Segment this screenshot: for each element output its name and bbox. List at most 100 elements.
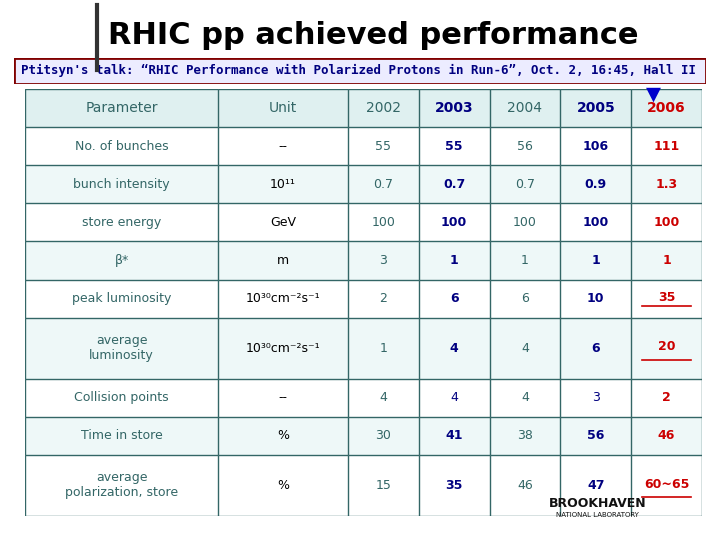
Text: 2002: 2002: [366, 101, 401, 115]
FancyBboxPatch shape: [560, 165, 631, 204]
Text: 4: 4: [521, 342, 529, 355]
Text: No. of bunches: No. of bunches: [75, 140, 168, 153]
Text: 2005: 2005: [577, 101, 615, 115]
FancyBboxPatch shape: [419, 204, 490, 241]
FancyBboxPatch shape: [560, 241, 631, 280]
Text: 100: 100: [513, 216, 537, 229]
FancyBboxPatch shape: [218, 241, 348, 280]
Text: 1: 1: [521, 254, 529, 267]
Text: 1: 1: [662, 254, 671, 267]
Text: 10³⁰cm⁻²s⁻¹: 10³⁰cm⁻²s⁻¹: [246, 342, 320, 355]
FancyBboxPatch shape: [490, 455, 560, 516]
Text: 35: 35: [658, 291, 675, 305]
Text: 10¹¹: 10¹¹: [270, 178, 296, 191]
FancyBboxPatch shape: [631, 417, 702, 455]
FancyBboxPatch shape: [560, 455, 631, 516]
FancyBboxPatch shape: [560, 280, 631, 318]
FancyBboxPatch shape: [490, 417, 560, 455]
FancyBboxPatch shape: [631, 127, 702, 165]
Text: 1: 1: [591, 254, 600, 267]
FancyBboxPatch shape: [490, 89, 560, 127]
FancyBboxPatch shape: [560, 417, 631, 455]
FancyBboxPatch shape: [218, 417, 348, 455]
FancyBboxPatch shape: [419, 318, 490, 379]
FancyBboxPatch shape: [25, 417, 218, 455]
FancyBboxPatch shape: [218, 127, 348, 165]
FancyBboxPatch shape: [419, 241, 490, 280]
FancyBboxPatch shape: [419, 379, 490, 417]
Text: 38: 38: [517, 429, 533, 442]
FancyBboxPatch shape: [631, 204, 702, 241]
Text: 30: 30: [375, 429, 391, 442]
Text: --: --: [279, 391, 287, 404]
FancyBboxPatch shape: [25, 280, 218, 318]
FancyBboxPatch shape: [419, 417, 490, 455]
FancyBboxPatch shape: [560, 204, 631, 241]
Text: ▼: ▼: [647, 85, 661, 104]
Text: %: %: [277, 479, 289, 492]
FancyBboxPatch shape: [631, 280, 702, 318]
Text: peak luminosity: peak luminosity: [72, 292, 171, 305]
Text: 0.7: 0.7: [515, 178, 535, 191]
Text: Unit: Unit: [269, 101, 297, 115]
Text: Ptitsyn's talk: “RHIC Performance with Polarized Protons in Run-6”, Oct. 2, 16:4: Ptitsyn's talk: “RHIC Performance with P…: [22, 64, 696, 77]
Text: 15: 15: [375, 479, 391, 492]
Text: 100: 100: [372, 216, 395, 229]
Text: 2004: 2004: [508, 101, 542, 115]
Text: Time in store: Time in store: [81, 429, 163, 442]
FancyBboxPatch shape: [490, 204, 560, 241]
Text: 100: 100: [441, 216, 467, 229]
FancyBboxPatch shape: [419, 127, 490, 165]
FancyBboxPatch shape: [348, 127, 419, 165]
Text: 56: 56: [517, 140, 533, 153]
Text: 0.9: 0.9: [585, 178, 607, 191]
FancyBboxPatch shape: [490, 379, 560, 417]
Text: 4: 4: [379, 391, 387, 404]
Text: 20: 20: [658, 340, 675, 353]
Text: 4: 4: [521, 391, 529, 404]
Text: 35: 35: [446, 479, 463, 492]
Text: 20: 20: [0, 539, 1, 540]
Text: average
polarization, store: average polarization, store: [65, 471, 178, 499]
Text: 0.7: 0.7: [443, 178, 465, 191]
Text: 100: 100: [654, 216, 680, 229]
FancyBboxPatch shape: [631, 318, 702, 379]
FancyBboxPatch shape: [631, 165, 702, 204]
Text: 4: 4: [450, 342, 459, 355]
FancyBboxPatch shape: [25, 89, 218, 127]
Text: 1: 1: [450, 254, 459, 267]
FancyBboxPatch shape: [348, 241, 419, 280]
FancyBboxPatch shape: [25, 127, 218, 165]
Text: 60~65: 60~65: [0, 539, 1, 540]
Text: GeV: GeV: [270, 216, 296, 229]
FancyBboxPatch shape: [25, 455, 218, 516]
Text: 4: 4: [450, 391, 458, 404]
FancyBboxPatch shape: [560, 379, 631, 417]
FancyBboxPatch shape: [25, 165, 218, 204]
Text: average
luminosity: average luminosity: [89, 334, 154, 362]
FancyBboxPatch shape: [25, 204, 218, 241]
Text: 0.7: 0.7: [373, 178, 393, 191]
Text: 111: 111: [654, 140, 680, 153]
Text: 2006: 2006: [647, 101, 686, 115]
Text: 46: 46: [517, 479, 533, 492]
Text: Parameter: Parameter: [86, 101, 158, 115]
Text: 10³⁰cm⁻²s⁻¹: 10³⁰cm⁻²s⁻¹: [246, 292, 320, 305]
Text: --: --: [279, 140, 287, 153]
Text: β*: β*: [114, 254, 129, 267]
Text: 1.3: 1.3: [655, 178, 678, 191]
FancyBboxPatch shape: [14, 58, 706, 84]
Text: 60~65: 60~65: [644, 477, 689, 490]
Text: 47: 47: [587, 479, 605, 492]
FancyBboxPatch shape: [348, 204, 419, 241]
Text: %: %: [277, 429, 289, 442]
Text: 35: 35: [0, 539, 1, 540]
FancyBboxPatch shape: [218, 165, 348, 204]
Text: Collision points: Collision points: [74, 391, 169, 404]
FancyBboxPatch shape: [348, 455, 419, 516]
FancyBboxPatch shape: [218, 204, 348, 241]
Text: 6: 6: [450, 292, 459, 305]
FancyBboxPatch shape: [631, 379, 702, 417]
Text: bunch intensity: bunch intensity: [73, 178, 170, 191]
Text: 2003: 2003: [435, 101, 474, 115]
